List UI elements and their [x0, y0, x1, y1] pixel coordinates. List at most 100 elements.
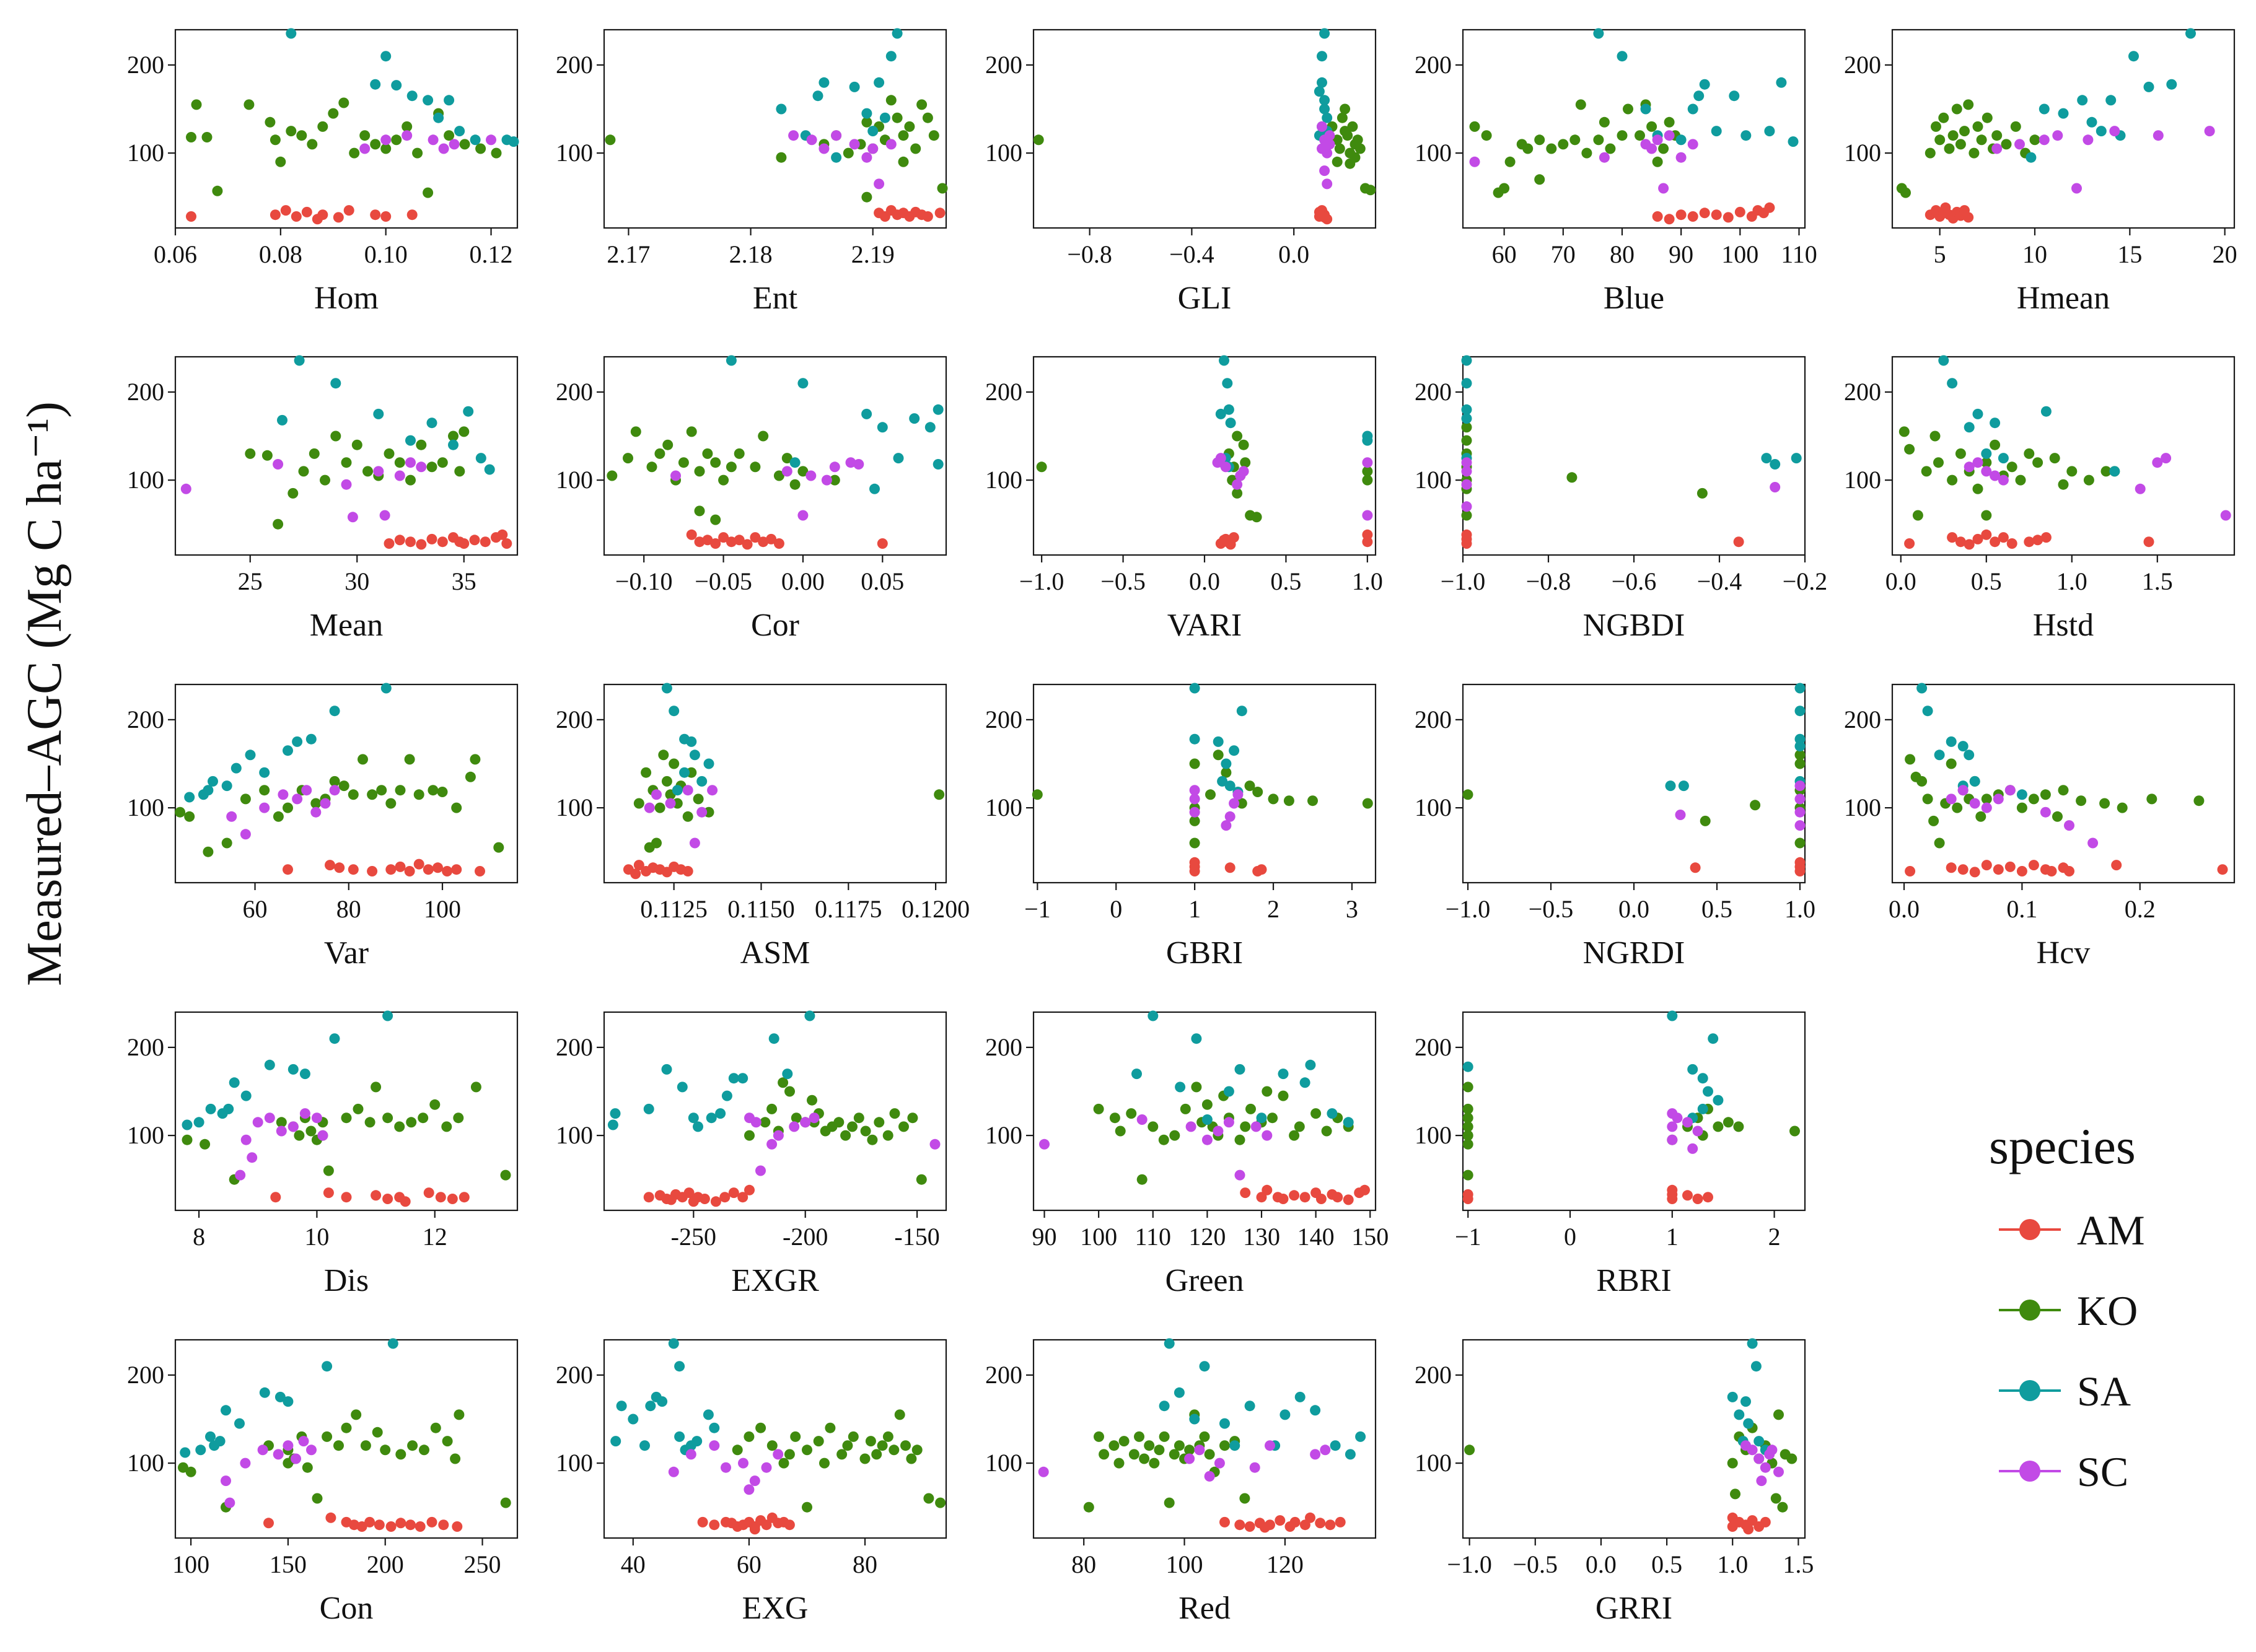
point-sa [294, 355, 305, 366]
point-sa [933, 459, 944, 470]
point-ko [686, 426, 697, 437]
point-sc [1991, 143, 2003, 154]
point-sa [1593, 28, 1604, 39]
point-ko [882, 1130, 893, 1141]
point-ko [370, 139, 381, 150]
point-sa [1330, 1440, 1341, 1451]
point-am [459, 1192, 470, 1203]
point-ko [1898, 426, 1910, 437]
x-tick-label: 1.0 [1784, 895, 1815, 923]
point-am [1905, 866, 1916, 876]
point-sa [2026, 152, 2037, 163]
point-am [367, 866, 378, 876]
point-sc [1189, 793, 1200, 805]
point-ko [843, 147, 854, 159]
panel-hmean: 100 200 5 10 15 20 Hmean [1844, 28, 2237, 316]
point-am [1727, 1512, 1738, 1523]
point-sc [750, 1117, 762, 1128]
point-sc [310, 806, 322, 818]
x-tick-label: 200 [367, 1550, 404, 1578]
point-ko [1900, 187, 1911, 198]
shared-y-axis-label: Measured–AGC (Mg C ha⁻¹) [17, 401, 72, 986]
point-ko [1646, 121, 1657, 132]
x-tick-label: 25 [238, 567, 263, 595]
point-sa [797, 378, 809, 389]
point-ko [1184, 1444, 1195, 1456]
point-sc [1324, 130, 1335, 141]
y-tick-label: 200 [556, 706, 593, 733]
point-am [1275, 1515, 1286, 1526]
point-sc [428, 134, 439, 146]
point-am [766, 533, 777, 544]
point-am [437, 536, 448, 548]
point-sa [1229, 745, 1240, 756]
point-sc [1981, 802, 1992, 813]
point-sa [1189, 683, 1200, 694]
point-sa [1747, 1338, 1758, 1349]
point-am [1240, 1187, 1251, 1199]
point-ko [2099, 798, 2110, 809]
x-tick-label: 0.5 [1701, 895, 1732, 923]
y-tick-label: 200 [985, 378, 1022, 406]
point-sc [240, 1134, 252, 1145]
y-tick-label: 100 [1415, 466, 1452, 494]
x-tick-label: −1.0 [1019, 567, 1064, 595]
point-ko [766, 1440, 778, 1451]
point-sa [1310, 1405, 1321, 1416]
point-sa [737, 1073, 748, 1084]
x-tick-label: −0.5 [1529, 895, 1574, 923]
point-ko [1794, 750, 1806, 761]
point-ko [412, 147, 423, 159]
point-ko [1099, 1449, 1110, 1460]
point-sc [416, 461, 427, 473]
point-ko [184, 811, 195, 822]
point-sa [1727, 1391, 1738, 1402]
point-ko [797, 466, 809, 477]
point-am [1998, 532, 2009, 543]
point-ko [1354, 143, 1366, 154]
point-am [1972, 533, 1983, 544]
point-ko [245, 448, 256, 459]
point-am [2004, 861, 2016, 872]
point-ko [454, 466, 465, 477]
point-sc [1993, 793, 2004, 805]
y-tick-label: 200 [985, 1361, 1022, 1389]
data-points [1464, 1338, 1797, 1535]
point-sa [831, 152, 842, 163]
x-tick-label: 0.1200 [902, 895, 970, 923]
point-am [1957, 864, 1969, 875]
point-sc [273, 1449, 284, 1460]
point-ko [1115, 1125, 1126, 1137]
point-ko [442, 1436, 453, 1447]
y-tick-label: 100 [556, 139, 593, 167]
point-ko [1566, 472, 1578, 483]
x-tick-label: 150 [1351, 1223, 1389, 1251]
point-sa [1617, 51, 1628, 62]
panel-mean: 100 200 25 30 35 Mean [127, 355, 519, 643]
point-sa [1981, 448, 1992, 459]
point-sa [1327, 1108, 1338, 1119]
point-sc [651, 789, 662, 800]
point-ko [428, 785, 439, 796]
point-sa [1916, 683, 1928, 694]
point-sc [1324, 139, 1335, 150]
point-sa [1461, 413, 1472, 424]
x-tick-label: 60 [1492, 240, 1517, 268]
point-sa [373, 408, 384, 419]
point-ko [1916, 776, 1928, 787]
x-tick-label: 2 [1768, 1223, 1781, 1251]
x-tick-label: −0.4 [1697, 567, 1742, 595]
x-axis-label: Cor [751, 608, 799, 643]
point-sc [861, 152, 872, 163]
y-tick-label: 100 [1415, 139, 1452, 167]
y-tick-label: 100 [985, 1121, 1022, 1149]
point-am [186, 211, 196, 222]
point-ko [294, 1130, 305, 1141]
point-ko [898, 1121, 909, 1132]
data-points [623, 683, 945, 880]
panel-asm: 100 200 0.1125 0.1150 0.1175 0.1200 ASM [556, 683, 970, 971]
point-ko [1244, 780, 1255, 792]
point-am [405, 1519, 416, 1531]
point-ko [273, 811, 284, 822]
point-sc [1675, 152, 1687, 163]
